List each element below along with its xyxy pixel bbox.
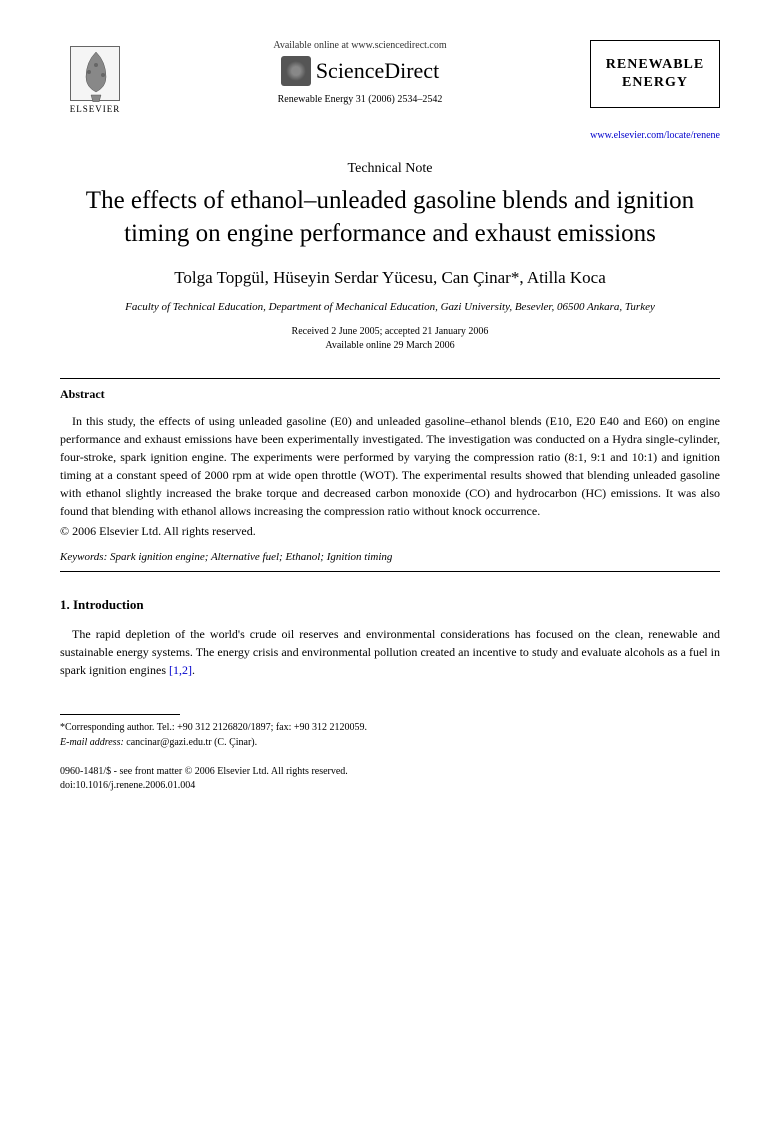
issn-line: 0960-1481/$ - see front matter © 2006 El… (60, 765, 720, 779)
elsevier-logo: ELSEVIER (60, 40, 130, 120)
corresponding-line: *Corresponding author. Tel.: +90 312 212… (60, 720, 720, 735)
copyright-text: © 2006 Elsevier Ltd. All rights reserved… (60, 524, 720, 539)
elsevier-label: ELSEVIER (70, 104, 121, 114)
sciencedirect-block: Available online at www.sciencedirect.co… (130, 40, 590, 105)
article-title: The effects of ethanol–unleaded gasoline… (60, 185, 720, 250)
sciencedirect-logo: ScienceDirect (130, 56, 590, 86)
journal-url[interactable]: www.elsevier.com/locate/renene (60, 130, 720, 141)
keywords-label: Keywords: (60, 551, 107, 563)
introduction-paragraph: The rapid depletion of the world's crude… (60, 625, 720, 679)
dates-online: Available online 29 March 2006 (60, 339, 720, 353)
abstract-text: In this study, the effects of using unle… (60, 412, 720, 520)
introduction-heading: 1. Introduction (60, 597, 720, 613)
affiliation: Faculty of Technical Education, Departme… (60, 300, 720, 315)
divider-top (60, 378, 720, 379)
journal-box-line1: RENEWABLE (599, 56, 711, 74)
article-type: Technical Note (60, 161, 720, 177)
doi-line: doi:10.1016/j.renene.2006.01.004 (60, 779, 720, 793)
header-row: ELSEVIER Available online at www.science… (60, 40, 720, 120)
corresponding-author: *Corresponding author. Tel.: +90 312 212… (60, 720, 720, 750)
reference-link[interactable]: [1,2] (169, 663, 192, 677)
email-label: E-mail address: (60, 737, 124, 748)
journal-title-box: RENEWABLE ENERGY (590, 40, 720, 108)
dates-received: Received 2 June 2005; accepted 21 Januar… (60, 325, 720, 339)
elsevier-tree-icon (70, 46, 120, 101)
email-address: cancinar@gazi.edu.tr (C. Çinar). (124, 737, 257, 748)
footer-info: 0960-1481/$ - see front matter © 2006 El… (60, 765, 720, 793)
intro-text: The rapid depletion of the world's crude… (60, 627, 720, 677)
email-line: E-mail address: cancinar@gazi.edu.tr (C.… (60, 735, 720, 750)
keywords-text: Spark ignition engine; Alternative fuel;… (107, 551, 392, 563)
divider-bottom (60, 571, 720, 572)
authors-list: Tolga Topgül, Hüseyin Serdar Yücesu, Can… (60, 268, 720, 288)
sciencedirect-icon (281, 56, 311, 86)
keywords: Keywords: Spark ignition engine; Alterna… (60, 551, 720, 563)
intro-period: . (192, 663, 195, 677)
journal-box-line2: ENERGY (599, 74, 711, 92)
journal-reference: Renewable Energy 31 (2006) 2534–2542 (130, 94, 590, 105)
abstract-heading: Abstract (60, 387, 720, 402)
available-online-text: Available online at www.sciencedirect.co… (130, 40, 590, 51)
article-dates: Received 2 June 2005; accepted 21 Januar… (60, 325, 720, 353)
footer-separator (60, 714, 180, 715)
sciencedirect-name: ScienceDirect (316, 58, 439, 84)
